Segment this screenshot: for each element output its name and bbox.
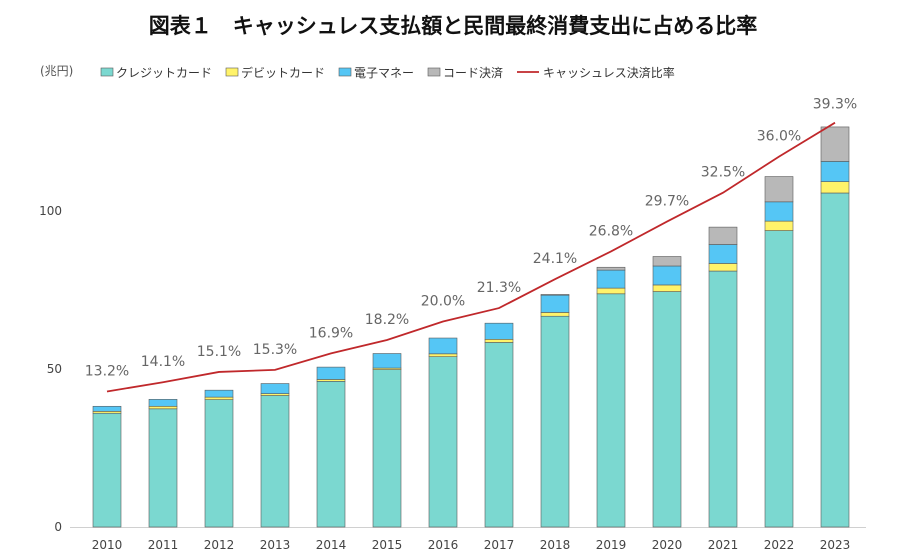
ratio-label-2022: 36.0%	[757, 129, 801, 145]
bar-code-2018	[540, 294, 570, 296]
bar-emoney-2011	[148, 399, 178, 407]
bar-emoney-2020	[652, 265, 682, 286]
bar-credit-2014	[316, 381, 346, 528]
bar-debit-2011	[148, 405, 178, 410]
bar-emoney-2010	[92, 405, 122, 412]
bar-debit-2023	[820, 181, 850, 194]
ratio-label-2013: 15.3%	[253, 342, 297, 358]
ratio-label-2012: 15.1%	[197, 344, 241, 360]
bar-emoney-2012	[204, 389, 234, 398]
bar-debit-2012	[204, 396, 234, 400]
legend-swatch-credit	[100, 67, 114, 77]
legend-swatch-code	[427, 67, 441, 77]
bar-emoney-2019	[596, 269, 626, 289]
bar-debit-2021	[708, 263, 738, 272]
legend-label-debit: デビットカード	[241, 65, 325, 80]
bar-emoney-2015	[372, 353, 402, 369]
bar-credit-2012	[204, 399, 234, 528]
x-tick-label-2019: 2019	[596, 538, 627, 552]
x-tick-label-2018: 2018	[540, 538, 571, 552]
bar-credit-2019	[596, 293, 626, 528]
x-tick-label-2023: 2023	[820, 538, 851, 552]
bar-credit-2022	[764, 230, 794, 528]
legend-label-code: コード決済	[443, 65, 503, 80]
ratio-label-2020: 29.7%	[645, 194, 689, 210]
ratio-label-2021: 32.5%	[701, 165, 745, 181]
x-tick-label-2022: 2022	[764, 538, 795, 552]
x-tick-label-2011: 2011	[148, 538, 179, 552]
bar-debit-2020	[652, 284, 682, 292]
bar-emoney-2023	[820, 161, 850, 182]
ratio-label-2019: 26.8%	[589, 223, 633, 239]
legend-label-emoney: 電子マネー	[354, 66, 414, 80]
legend-label-ratio: キャッシュレス決済比率	[543, 65, 675, 80]
bar-credit-2010	[92, 412, 122, 528]
ratio-label-2017: 21.3%	[477, 280, 521, 296]
bar-debit-2019	[596, 287, 626, 295]
ratio-label-2015: 18.2%	[365, 312, 409, 328]
bar-debit-2018	[540, 312, 570, 317]
bar-credit-2011	[148, 408, 178, 528]
bar-emoney-2014	[316, 366, 346, 380]
bar-debit-2017	[484, 338, 514, 343]
bar-code-2020	[652, 256, 682, 267]
bar-emoney-2013	[260, 383, 290, 394]
chart-title: 図表１ キャッシュレス支払額と民間最終消費支出に占める比率	[148, 13, 758, 38]
bar-code-2022	[764, 176, 794, 203]
x-tick-label-2020: 2020	[652, 538, 683, 552]
bar-emoney-2016	[428, 337, 458, 355]
ratio-label-2010: 13.2%	[85, 364, 129, 380]
x-tick-label-2013: 2013	[260, 538, 291, 552]
x-tick-label-2014: 2014	[316, 538, 347, 552]
y-tick-label-0: 0	[54, 520, 62, 534]
bar-code-2021	[708, 226, 738, 245]
bar-credit-2018	[540, 315, 570, 528]
bar-emoney-2017	[484, 322, 514, 340]
bar-credit-2016	[428, 356, 458, 528]
bar-emoney-2021	[708, 244, 738, 264]
bar-credit-2021	[708, 270, 738, 528]
bar-credit-2015	[372, 369, 402, 528]
legend-swatch-emoney	[338, 67, 352, 77]
x-tick-label-2015: 2015	[372, 538, 403, 552]
ratio-label-2014: 16.9%	[309, 325, 353, 341]
legend-label-credit: クレジットカード	[116, 66, 212, 80]
bar-credit-2013	[260, 395, 290, 528]
x-tick-label-2010: 2010	[92, 538, 123, 552]
bar-debit-2016	[428, 353, 458, 357]
x-tick-label-2021: 2021	[708, 538, 739, 552]
ratio-label-2011: 14.1%	[141, 354, 185, 370]
bar-credit-2023	[820, 192, 850, 528]
y-tick-label-100: 100	[39, 204, 62, 218]
bar-code-2023	[820, 126, 850, 162]
legend-swatch-debit	[225, 67, 239, 77]
ratio-label-2016: 20.0%	[421, 293, 465, 309]
x-tick-label-2017: 2017	[484, 538, 515, 552]
x-tick-label-2016: 2016	[428, 538, 459, 552]
y-tick-label-50: 50	[47, 362, 62, 376]
bar-emoney-2018	[540, 294, 570, 313]
bar-credit-2017	[484, 342, 514, 528]
ratio-label-2018: 24.1%	[533, 251, 577, 267]
bar-credit-2020	[652, 291, 682, 528]
x-tick-label-2012: 2012	[204, 538, 235, 552]
ratio-line	[106, 121, 836, 393]
bar-code-2019	[596, 266, 626, 271]
bar-emoney-2022	[764, 201, 794, 222]
bar-debit-2022	[764, 220, 794, 231]
ratio-label-2023: 39.3%	[813, 97, 857, 113]
y-axis-unit-label: (兆円)	[40, 64, 74, 78]
